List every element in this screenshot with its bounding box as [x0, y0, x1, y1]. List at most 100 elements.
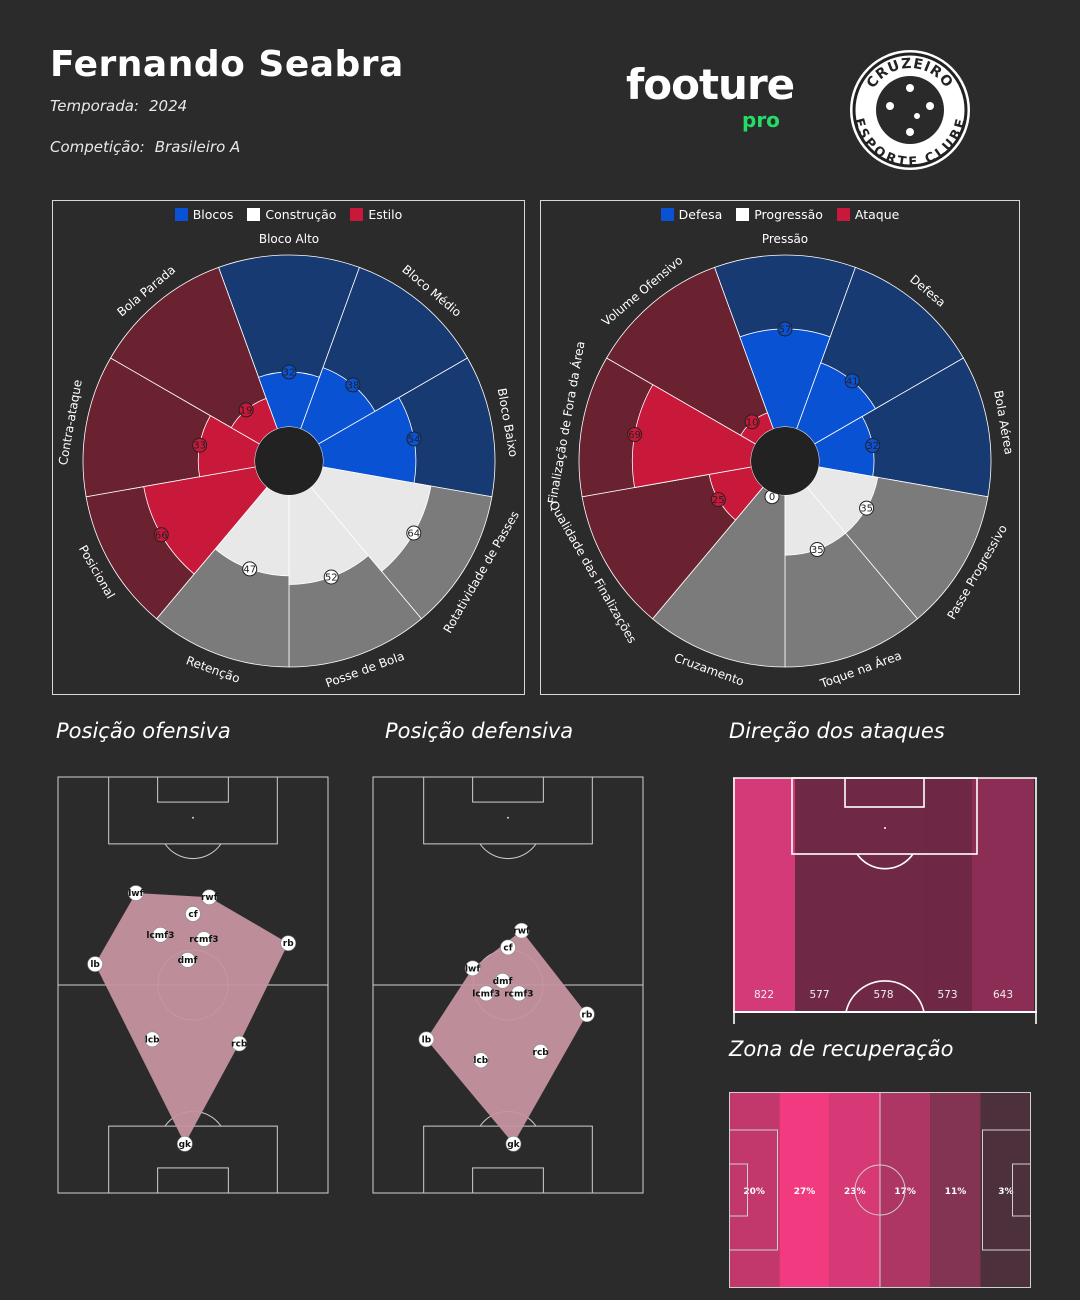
- svg-text:rb: rb: [283, 939, 294, 949]
- player-marker: rwf: [201, 889, 218, 906]
- center-arc: [845, 980, 925, 1013]
- penalty-spot: [884, 827, 886, 829]
- player-marker: dmf: [493, 973, 513, 989]
- svg-text:33: 33: [193, 441, 206, 452]
- footure-logo: footure pro: [626, 60, 795, 132]
- attack-lane-bar: [972, 778, 1034, 1012]
- radar-value-label: 66: [153, 527, 169, 543]
- svg-text:rcb: rcb: [533, 1048, 550, 1058]
- svg-text:rwf: rwf: [201, 893, 218, 903]
- svg-text:dmf: dmf: [493, 977, 513, 987]
- recovery-zone-value: 11%: [945, 1187, 967, 1197]
- goal-box-top: [157, 776, 229, 803]
- attack-lane-value: 822: [754, 989, 774, 1001]
- player-marker: rcb: [231, 1035, 248, 1052]
- defensive-title: Posição defensiva: [385, 719, 574, 743]
- recovery-zone-bar: [930, 1092, 981, 1288]
- svg-text:cf: cf: [503, 943, 512, 953]
- svg-text:0: 0: [769, 492, 775, 503]
- legend-swatch: [836, 208, 850, 221]
- player-marker: lcb: [473, 1052, 489, 1069]
- legend-label: Defesa: [678, 207, 723, 222]
- player-marker: lwf: [128, 885, 144, 901]
- radar-value-label: 64: [406, 525, 422, 541]
- player-marker: rcb: [533, 1044, 550, 1060]
- svg-text:lcb: lcb: [145, 1035, 160, 1045]
- radar-value-label: 19: [238, 402, 254, 418]
- radar-category-label: Contra-ataque: [56, 379, 85, 467]
- recovery-zone-value: 20%: [743, 1187, 765, 1197]
- player-marker: cf: [185, 906, 201, 922]
- player-marker: dmf: [178, 952, 198, 968]
- player-marker: lwf: [464, 960, 481, 977]
- recovery-zone-bar: [980, 1092, 1031, 1288]
- goal-box-right: [1012, 1163, 1031, 1217]
- player-marker: rcmf3: [189, 931, 219, 947]
- goal-box-bottom: [472, 1167, 544, 1194]
- player-marker: lb: [418, 1031, 435, 1048]
- radar-value-label: 32: [865, 438, 881, 454]
- svg-text:41: 41: [846, 376, 859, 387]
- penalty-arc-top: [164, 843, 222, 860]
- attack-lane-value: 643: [993, 989, 1013, 1001]
- svg-text:dmf: dmf: [178, 956, 198, 966]
- attack-direction-title: Direção dos ataques: [729, 719, 945, 743]
- radar-legend-1: Blocos Construção Estilo: [53, 207, 524, 222]
- radar-category-label: Bola Aérea: [991, 389, 1016, 455]
- radar-category-label: Pressão: [762, 232, 808, 246]
- radar-category-label: Bloco Baixo: [495, 387, 521, 458]
- svg-text:rcmf3: rcmf3: [504, 989, 533, 999]
- legend-label: Blocos: [192, 207, 234, 222]
- attack-lane-bar: [844, 778, 923, 1012]
- player-marker: rwf: [513, 922, 530, 939]
- player-marker: rb: [280, 935, 296, 951]
- radar-value-label: 47: [242, 561, 258, 577]
- player-name: Fernando Seabra: [50, 44, 404, 85]
- svg-text:rwf: rwf: [513, 927, 530, 937]
- legend-item: Construção: [247, 207, 336, 222]
- radar-value-label: 35: [809, 542, 825, 558]
- radar-value-label: 57: [777, 321, 793, 337]
- formation-shape: [95, 893, 289, 1144]
- svg-text:lcmf3: lcmf3: [146, 931, 174, 941]
- radar-legend-2: Defesa Progressão Ataque: [541, 207, 1019, 222]
- attack-lane-value: 573: [937, 989, 957, 1001]
- svg-text:lcmf3: lcmf3: [472, 989, 500, 999]
- penalty-spot: [192, 816, 194, 819]
- svg-text:54: 54: [408, 434, 421, 445]
- legend-swatch: [350, 208, 364, 221]
- season-value: 2024: [148, 97, 188, 115]
- goal-box-left: [729, 1163, 748, 1217]
- attack-direction-chart: 822 577 578 573 643: [733, 777, 1037, 1024]
- radar-value-label: 33: [192, 437, 208, 453]
- attack-lane-bar: [923, 778, 972, 1012]
- recovery-zone-bar: [729, 1092, 780, 1288]
- season-line: Temporada: 2024: [50, 97, 187, 115]
- recovery-zone-value: 3%: [998, 1187, 1013, 1197]
- attack-lane-bar: [795, 778, 844, 1012]
- svg-text:35: 35: [860, 504, 873, 515]
- svg-text:gk: gk: [179, 1140, 192, 1150]
- player-marker: lb: [87, 956, 103, 972]
- competition-value: Brasileiro A: [154, 138, 241, 156]
- svg-text:66: 66: [155, 530, 168, 541]
- recovery-zone-value: 27%: [794, 1187, 816, 1197]
- penalty-arc: [856, 853, 914, 870]
- legend-swatch: [736, 208, 750, 221]
- svg-text:69: 69: [628, 430, 641, 441]
- svg-text:35: 35: [811, 545, 824, 556]
- radar-category-label: Bloco Alto: [259, 232, 319, 246]
- radar-value-label: 10: [744, 414, 760, 430]
- svg-text:64: 64: [407, 529, 420, 540]
- radar-value-label: 52: [323, 569, 339, 585]
- recovery-title: Zona de recuperação: [729, 1037, 954, 1061]
- svg-text:10: 10: [746, 417, 759, 428]
- radar-value-label: 32: [281, 364, 297, 380]
- competition-label: Competição:: [50, 138, 145, 156]
- svg-text:52: 52: [325, 572, 338, 583]
- svg-text:57: 57: [779, 324, 792, 335]
